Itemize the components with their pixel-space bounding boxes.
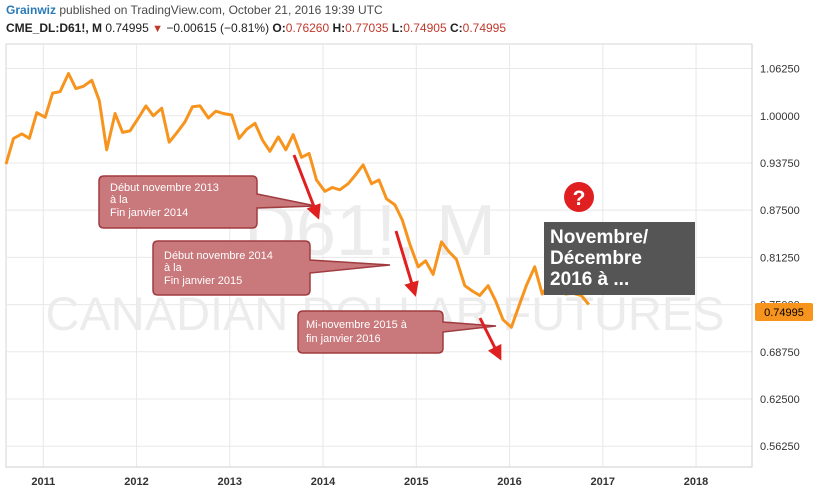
grid-lines [6,44,752,467]
x-tick-label: 2014 [311,476,336,488]
callout-2015-line2: fin janvier 2016 [306,333,381,345]
trend-arrow-2015 [478,317,502,361]
callout-2013-box [98,175,317,229]
close-label: C: [449,21,463,35]
trend-arrow-2013 [292,154,321,220]
y-tick-label: 1.06250 [760,64,800,76]
high-label: H: [332,21,346,35]
symbol-label: CME_DL:D61!, M [6,21,103,35]
x-tick-label: 2012 [124,476,148,488]
y-tick-label: 0.87500 [760,205,800,217]
open-value: 0.76260 [285,21,330,35]
last-price: 0.74995 [105,21,149,35]
close-value: 0.74995 [462,21,507,35]
y-tick-label: 0.68750 [760,347,800,359]
trend-arrow-2014 [394,230,419,297]
x-tick-label: 2015 [404,476,428,488]
x-tick-label: 2016 [497,476,521,488]
publish-info: published on TradingView.com, October 21… [59,3,383,17]
x-tick-label: 2018 [684,476,708,488]
price-axis[interactable]: 1.062501.000000.937500.875000.812500.750… [760,64,800,454]
last-price-tag-text: 0.74995 [764,307,804,319]
y-tick-label: 1.00000 [760,111,800,123]
callout-2013-line1: Début novembre 2013 [110,182,219,194]
forecast-label[interactable]: Novembre/ Décembre 2016 à ... [544,222,695,295]
x-tick-label: 2011 [31,476,55,488]
callout-2014-line2: à la [164,262,183,274]
callout-2014-line1: Début novembre 2014 [164,250,273,262]
question-mark-text: ? [573,187,586,210]
triangle-down-icon: ▼ [152,23,163,35]
forecast-label-line3: 2016 à ... [550,269,629,290]
callout-2014-line3: Fin janvier 2015 [164,275,242,287]
y-tick-label: 0.56250 [760,441,800,453]
forecast-label-bg [544,222,695,295]
price-series-line [4,72,590,329]
low-label: L: [391,21,404,35]
callout-2015-line1: Mi-novembre 2015 à [306,319,408,331]
callout-2013[interactable]: Début novembre 2013 à la Fin janvier 201… [98,175,317,229]
callout-2014-box [152,240,391,296]
y-tick-label: 0.62500 [760,394,800,406]
author-link[interactable]: Grainwiz [6,3,57,17]
low-value: 0.74905 [403,21,447,35]
high-value: 0.77035 [345,21,389,35]
callout-2013-line3: Fin janvier 2014 [110,207,188,219]
y-tick-label: 0.81250 [760,252,800,264]
time-axis[interactable]: 2011 2012 2013 2014 2015 2016 2017 2018 [31,476,708,488]
ohlc-header: CME_DL:D61!, M 0.74995 ▼ −0.00615 (−0.81… [6,21,506,35]
publish-header: Grainwiz published on TradingView.com, O… [6,3,383,17]
y-tick-label: 0.93750 [760,158,800,170]
price-change: −0.00615 (−0.81%) [166,21,270,35]
open-label: O: [272,21,286,35]
callout-2015[interactable]: Mi-novembre 2015 à fin janvier 2016 [297,310,497,354]
forecast-label-line1: Novembre/ [550,227,649,248]
forecast-label-line2: Décembre [550,248,642,269]
callout-2014[interactable]: Début novembre 2014 à la Fin janvier 201… [152,240,391,296]
last-price-tag: 0.74995 [755,303,813,321]
x-tick-label: 2017 [591,476,615,488]
question-mark-icon: ? [564,182,594,212]
callout-2013-line2: à la [110,194,129,206]
x-tick-label: 2013 [218,476,242,488]
last-price-tag-bg [755,303,813,321]
callout-2015-box [297,310,497,354]
